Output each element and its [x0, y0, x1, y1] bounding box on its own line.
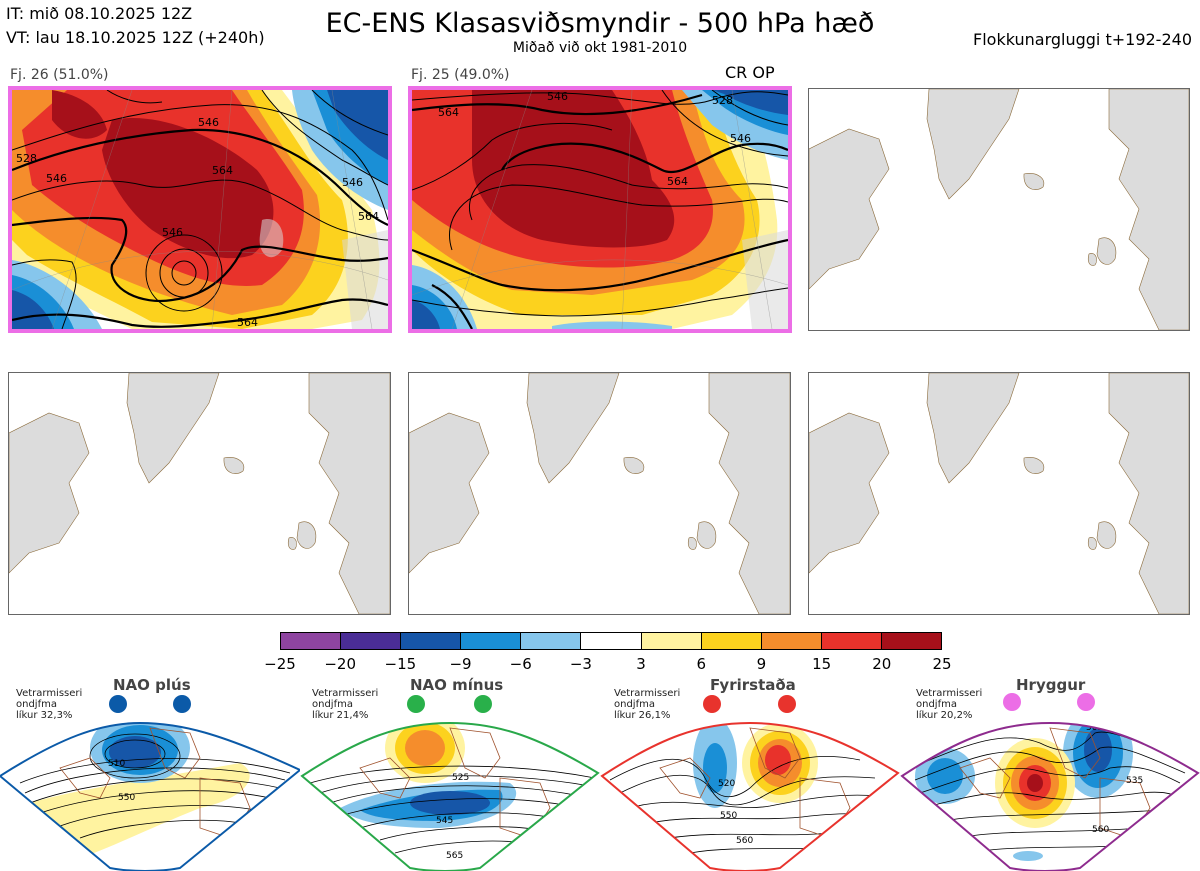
- cluster-1-height-contours: [12, 90, 388, 329]
- colorbar-swatch: [341, 633, 402, 649]
- colorbar-tick-label: 3: [636, 655, 646, 673]
- colorbar-swatch: [521, 633, 582, 649]
- regime-3-title: Fyrirstaða: [710, 676, 796, 694]
- empty-map: [9, 373, 390, 614]
- contour-label: 564: [237, 316, 258, 329]
- empty-map: [809, 89, 1189, 330]
- colorbar-swatch: [581, 633, 642, 649]
- regime-4-map[interactable]: 505 535 560: [900, 688, 1200, 871]
- regime-3-map[interactable]: 520 550 560: [600, 688, 900, 871]
- regime-3-note: Vetrarmisseri ondjfma líkur 26,1%: [614, 688, 681, 721]
- contour-label: 565: [446, 851, 463, 861]
- colorbar-swatch: [881, 633, 942, 649]
- regime-1-dot: [109, 695, 127, 713]
- contour-label: 546: [547, 90, 568, 103]
- contour-label: 564: [667, 175, 688, 188]
- cluster-1-label: Fj. 26 (51.0%): [10, 67, 109, 83]
- contour-label: 546: [730, 132, 751, 145]
- colorbar-swatch: [461, 633, 522, 649]
- contour-label: 550: [720, 811, 737, 821]
- cluster-6-map[interactable]: [808, 372, 1190, 615]
- colorbar-swatch: [701, 633, 762, 649]
- init-time: IT: mið 08.10.2025 12Z: [6, 4, 193, 23]
- contour-label: 546: [342, 176, 363, 189]
- regime-2-map[interactable]: 525 545 565: [300, 688, 600, 871]
- colorbar-tick-label: 9: [756, 655, 767, 673]
- contour-label: 546: [46, 172, 67, 185]
- colorbar-swatch: [761, 633, 822, 649]
- regime-4-dot: [1077, 693, 1095, 711]
- regime-1-map[interactable]: 510 550: [0, 688, 300, 871]
- colorbar-tick-label: 25: [932, 655, 952, 673]
- regime-2-dot: [474, 695, 492, 713]
- regime-1-title: NAO plús: [113, 676, 191, 694]
- valid-time: VT: lau 18.10.2025 12Z (+240h): [6, 28, 265, 47]
- classification-window: Flokkunargluggi t+192-240: [973, 30, 1192, 49]
- control-operational-marker: CR OP: [725, 63, 775, 82]
- cluster-1-map[interactable]: 528 546 546 546 564 546 564 564: [8, 86, 392, 333]
- contour-label: 545: [436, 816, 453, 826]
- contour-label: 528: [712, 94, 733, 107]
- colorbar-tick-label: 15: [812, 655, 832, 673]
- regime-2-dot: [407, 695, 425, 713]
- cluster-3-map[interactable]: [808, 88, 1190, 331]
- colorbar-tick-label: 20: [872, 655, 892, 673]
- colorbar-swatch: [641, 633, 702, 649]
- colorbar-swatch: [821, 633, 882, 649]
- contour-label: 546: [198, 116, 219, 129]
- contour-label: 546: [162, 226, 183, 239]
- contour-label: 510: [108, 759, 125, 769]
- colorbar-swatch: [281, 633, 342, 649]
- contour-label: 564: [212, 164, 233, 177]
- colorbar-tick-label: −3: [569, 655, 592, 673]
- regime-1-note: Vetrarmisseri ondjfma líkur 32,3%: [16, 688, 83, 721]
- regime-3-dot: [703, 695, 721, 713]
- cluster-2-height-contours: [412, 90, 788, 329]
- colorbar-swatch: [401, 633, 462, 649]
- contour-label: 520: [718, 779, 735, 789]
- cluster-5-map[interactable]: [408, 372, 791, 615]
- page-subtitle: Miðað við okt 1981-2010: [512, 40, 688, 56]
- colorbar-tick-label: −25: [264, 655, 296, 673]
- colorbar-tick-label: −15: [384, 655, 417, 673]
- cluster-2-anomaly-fields: [412, 90, 788, 329]
- cluster-4-map[interactable]: [8, 372, 391, 615]
- colorbar-tick-label: −20: [324, 655, 356, 673]
- colorbar-tick-label: −6: [509, 655, 532, 673]
- regime-4-dot: [1003, 693, 1021, 711]
- regime-3-dot: [778, 695, 796, 713]
- anomaly-colorbar: [280, 632, 942, 650]
- regime-4-note: Vetrarmisseri ondjfma líkur 20,2%: [916, 688, 983, 721]
- empty-map: [409, 373, 790, 614]
- cluster-2-map[interactable]: 564 546 528 546 564: [408, 86, 792, 333]
- contour-label: 564: [438, 106, 459, 119]
- empty-map: [809, 373, 1189, 614]
- contour-label: 535: [1126, 776, 1143, 786]
- contour-label: 550: [118, 793, 135, 803]
- colorbar-tick-label: 6: [696, 655, 707, 673]
- contour-label: 525: [452, 773, 469, 783]
- colorbar-tick-label: −9: [449, 655, 472, 673]
- cluster-2-label: Fj. 25 (49.0%): [411, 67, 510, 83]
- contour-label: 560: [1092, 825, 1109, 835]
- regime-2-title: NAO mínus: [410, 676, 504, 694]
- contour-label: 528: [16, 152, 37, 165]
- page-title: EC-ENS Klasasviðsmyndir - 500 hPa hæð: [325, 8, 875, 39]
- contour-label: 564: [358, 210, 379, 223]
- contour-label: 560: [736, 836, 753, 846]
- cluster-1-anomaly-fields: [12, 90, 388, 329]
- regime-1-dot: [173, 695, 191, 713]
- regime-4-title: Hryggur: [1016, 676, 1086, 694]
- regime-2-note: Vetrarmisseri ondjfma líkur 21,4%: [312, 688, 379, 721]
